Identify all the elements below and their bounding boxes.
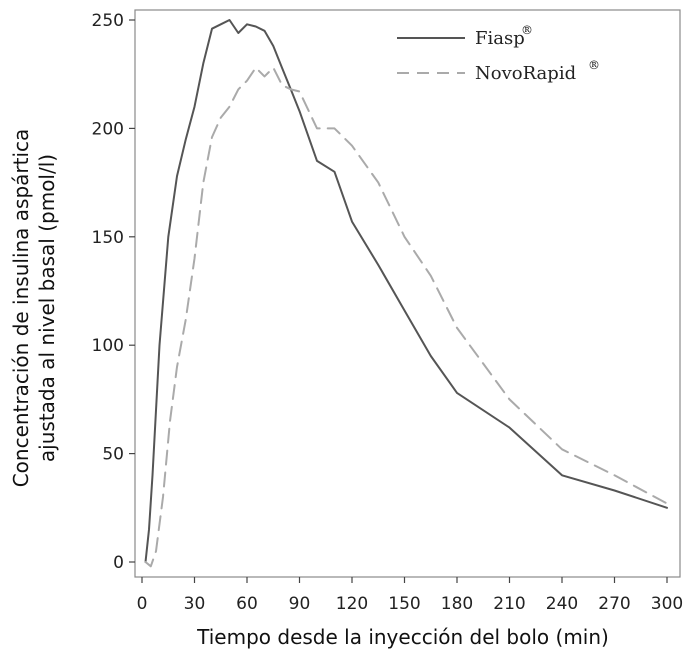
- legend-label-fiasp: Fiasp: [475, 28, 525, 49]
- y-tick-label-150: 150: [92, 228, 124, 248]
- legend-sup-novorapid: ®: [588, 58, 600, 72]
- y-tick-label-200: 200: [92, 119, 124, 139]
- x-tick-label-120: 120: [336, 594, 368, 614]
- legend: Fiasp ® NovoRapid ®: [397, 23, 600, 84]
- y-axis-title-line-2: ajustada al nivel basal (pmol/l): [35, 154, 59, 462]
- y-axis: 0 50 100 150 200 250: [92, 11, 135, 573]
- x-tick-label-240: 240: [546, 594, 578, 614]
- x-tick-label-60: 60: [236, 594, 258, 614]
- series-line-novorapid: [144, 66, 668, 568]
- legend-sup-fiasp: ®: [521, 23, 533, 37]
- x-tick-label-150: 150: [388, 594, 420, 614]
- x-axis: 0 30 60 90 120 150 180 210 240 270 300: [137, 577, 683, 614]
- legend-label-novorapid: NovoRapid: [475, 63, 576, 84]
- x-tick-label-300: 300: [651, 594, 683, 614]
- series-layer: [144, 19, 668, 568]
- x-tick-label-90: 90: [289, 594, 311, 614]
- plot-frame: [134, 9, 681, 578]
- x-tick-label-180: 180: [441, 594, 473, 614]
- x-tick-label-210: 210: [493, 594, 525, 614]
- x-tick-label-0: 0: [137, 594, 148, 614]
- series-line-fiasp: [144, 19, 668, 563]
- x-tick-label-270: 270: [598, 594, 630, 614]
- y-tick-label-50: 50: [102, 445, 124, 465]
- y-tick-label-0: 0: [113, 553, 124, 573]
- x-axis-title: Tiempo desde la inyección del bolo (min): [196, 625, 609, 649]
- y-tick-label-100: 100: [92, 336, 124, 356]
- x-tick-label-30: 30: [184, 594, 206, 614]
- y-axis-title-line-1: Concentración de insulina aspártica: [9, 129, 33, 488]
- y-tick-label-250: 250: [92, 11, 124, 31]
